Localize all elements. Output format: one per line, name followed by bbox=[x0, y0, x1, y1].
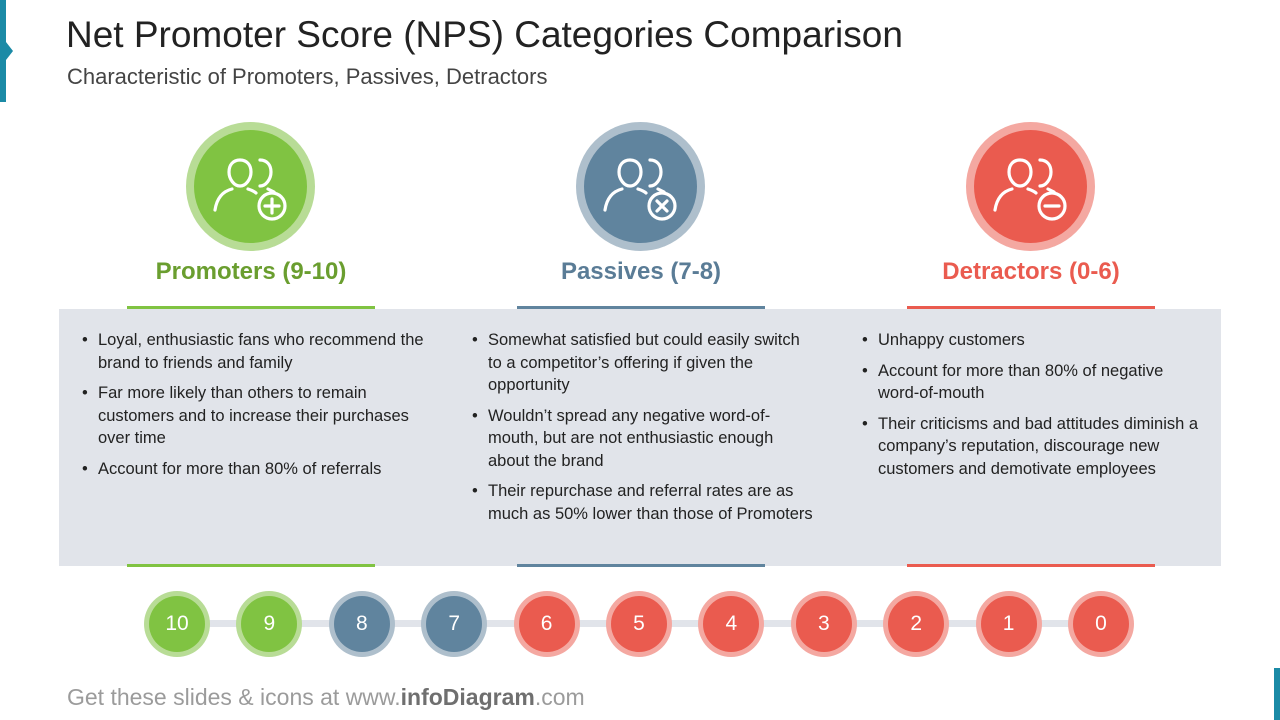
score-label: 3 bbox=[795, 596, 852, 652]
promoters-bottom-rule bbox=[127, 564, 375, 567]
score-circle-10: 10 bbox=[144, 591, 210, 657]
score-circle-8: 8 bbox=[328, 591, 395, 657]
detractors-icon-circle bbox=[966, 122, 1095, 251]
score-circle-0: 0 bbox=[1068, 591, 1134, 657]
score-label: 4 bbox=[703, 596, 760, 652]
list-item: Account for more than 80% of negative wo… bbox=[860, 360, 1205, 405]
footer-credit: Get these slides & icons at www.infoDiag… bbox=[67, 684, 585, 711]
list-item: Loyal, enthusiastic fans who recommend t… bbox=[80, 329, 425, 374]
passives-bullet-list: Somewhat satisfied but could easily swit… bbox=[470, 329, 815, 533]
score-circle-7: 7 bbox=[421, 591, 488, 657]
promoters-icon-circle bbox=[186, 122, 315, 251]
list-item: Far more likely than others to remain cu… bbox=[80, 382, 425, 450]
detractors-bullet-list: Unhappy customers Account for more than … bbox=[860, 329, 1205, 488]
score-label: 5 bbox=[611, 596, 667, 652]
detractors-heading: Detractors (0-6) bbox=[942, 258, 1120, 285]
score-circle-6: 6 bbox=[513, 591, 580, 657]
footer-suffix: .com bbox=[534, 684, 585, 710]
promoters-heading: Promoters (9-10) bbox=[155, 258, 347, 285]
score-label: 9 bbox=[241, 596, 298, 652]
accent-tab bbox=[0, 0, 13, 102]
users-plus-icon bbox=[212, 157, 287, 221]
score-circle-4: 4 bbox=[698, 591, 765, 657]
score-circle-9: 9 bbox=[236, 591, 303, 657]
users-x-icon bbox=[602, 157, 677, 221]
page-subtitle: Characteristic of Promoters, Passives, D… bbox=[67, 64, 548, 89]
corner-accent-bar bbox=[1274, 668, 1280, 720]
footer-prefix: Get these slides & icons at www. bbox=[67, 684, 401, 710]
list-item: Somewhat satisfied but could easily swit… bbox=[470, 329, 815, 397]
list-item: Wouldn’t spread any negative word-of-mou… bbox=[470, 405, 815, 473]
passives-bottom-rule bbox=[517, 564, 765, 567]
list-item: Account for more than 80% of referrals bbox=[80, 458, 425, 481]
passives-top-rule bbox=[517, 306, 765, 309]
promoters-top-rule bbox=[127, 306, 375, 309]
score-circle-5: 5 bbox=[606, 591, 672, 657]
score-label: 10 bbox=[149, 596, 205, 652]
list-item: Their repurchase and referral rates are … bbox=[470, 480, 815, 525]
page-title: Net Promoter Score (NPS) Categories Comp… bbox=[66, 14, 903, 55]
users-minus-icon bbox=[992, 157, 1067, 221]
passives-icon-circle bbox=[576, 122, 705, 251]
detractors-top-rule bbox=[907, 306, 1155, 309]
footer-brand: infoDiagram bbox=[400, 684, 535, 710]
list-item: Their criticisms and bad attitudes dimin… bbox=[860, 413, 1205, 481]
list-item: Unhappy customers bbox=[860, 329, 1205, 352]
score-label: 8 bbox=[333, 596, 390, 652]
score-circle-3: 3 bbox=[790, 591, 857, 657]
score-label: 6 bbox=[518, 596, 575, 652]
promoters-bullet-list: Loyal, enthusiastic fans who recommend t… bbox=[80, 329, 425, 488]
score-label: 2 bbox=[888, 596, 945, 652]
score-label: 7 bbox=[426, 596, 483, 652]
score-circle-1: 1 bbox=[975, 591, 1042, 657]
score-label: 1 bbox=[980, 596, 1037, 652]
score-circle-2: 2 bbox=[883, 591, 950, 657]
passives-heading: Passives (7-8) bbox=[560, 258, 722, 285]
detractors-bottom-rule bbox=[907, 564, 1155, 567]
score-label: 0 bbox=[1073, 596, 1129, 652]
